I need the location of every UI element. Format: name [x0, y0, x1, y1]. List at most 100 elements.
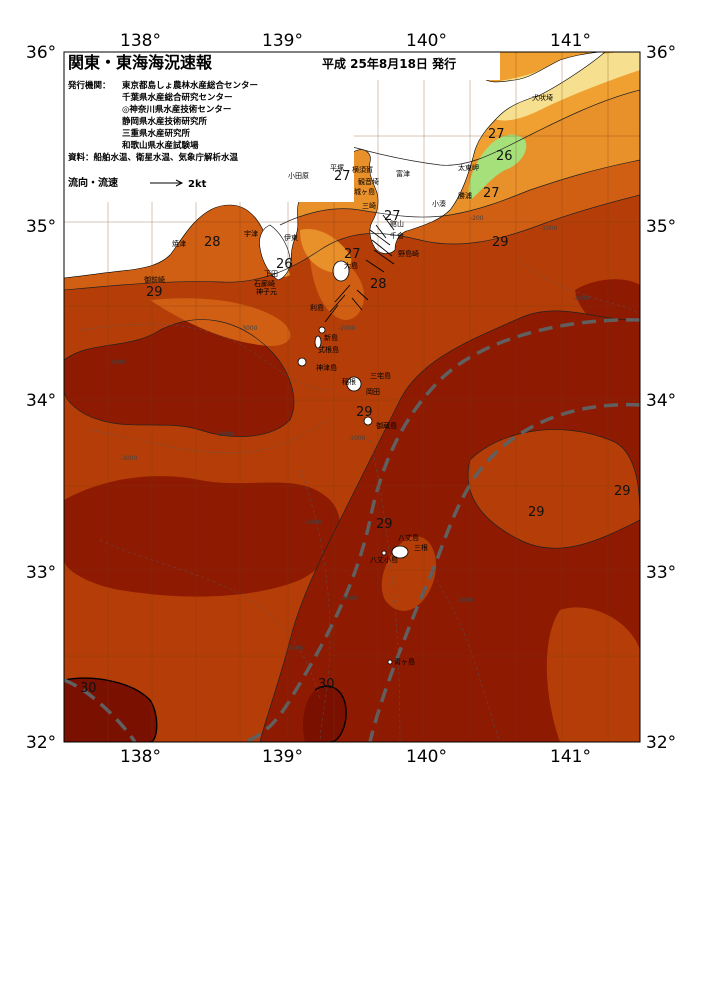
agency-3: ◎神奈川県水産技術センター — [122, 104, 231, 115]
place-toshima: 利島 — [310, 303, 324, 312]
depth-label: -1000 — [572, 295, 590, 302]
isotherm-30-lines — [64, 677, 347, 742]
depth-label: -200 — [470, 215, 484, 222]
iso-label: 26 — [496, 149, 513, 164]
iso-label: 27 — [483, 186, 500, 201]
place-chikura: 千倉 — [390, 231, 404, 240]
lon-bottom-141: 141° — [550, 747, 591, 767]
oshima-island — [332, 260, 350, 282]
lon-bottom-138: 138° — [120, 747, 161, 767]
depth-label: -1000 — [540, 225, 558, 232]
depth-label: -1000 — [108, 359, 126, 366]
depth-label: -1000 — [456, 597, 474, 604]
iso-label: 30 — [80, 681, 97, 696]
toshima-island — [318, 326, 326, 334]
place-kojima: 八丈小島 — [370, 555, 398, 564]
zone-28-izu-tongue — [310, 256, 365, 320]
hachijojima-island — [391, 545, 409, 559]
place-inamba: 稲根 — [342, 377, 356, 386]
iso-label: 27 — [488, 127, 505, 142]
land-izu-peninsula — [259, 224, 291, 281]
iso-label: 29 — [376, 517, 393, 532]
lat-left-32: 32° — [26, 733, 56, 753]
place-taitomisaki: 太東岬 — [458, 163, 479, 172]
agency-4: 静岡県水産技術研究所 — [122, 116, 208, 127]
agency-1: 東京都島しょ農林水産総合センター — [122, 80, 258, 91]
place-kozushima: 神津島 — [316, 363, 337, 372]
zone-30-ne — [575, 279, 640, 340]
kuroshio-axis — [64, 318, 640, 742]
legend-speed: 2kt — [188, 179, 207, 190]
depth-label: -1000 — [304, 519, 322, 526]
iso-label: 27 — [344, 247, 361, 262]
agencies-label: 発行機関： — [67, 80, 111, 91]
depth-label: -3000 — [240, 325, 258, 332]
place-hachijo: 八丈島 — [398, 533, 419, 542]
place-mikomoto: 神子元 — [256, 287, 277, 296]
place-names: 犬吠埼 太東岬 勝浦 小湊 館山 千倉 野島崎 富津 平塚 横須賀 観音埼 城ヶ… — [144, 93, 553, 666]
agency-2: 千葉県水産総合研究センター — [122, 92, 233, 103]
place-jogashima: 城ヶ島 — [354, 187, 375, 196]
iso-label: 27 — [334, 169, 351, 184]
legend-arrow-head — [175, 179, 184, 187]
lat-right-33: 33° — [646, 563, 676, 583]
lat-left-33: 33° — [26, 563, 56, 583]
miyakejima-island — [346, 376, 362, 392]
place-okata: 岡田 — [366, 388, 380, 396]
isotherm-labels: 27 26 27 27 27 28 26 27 28 29 29 29 29 2… — [80, 127, 631, 696]
depth-contours — [79, 259, 640, 742]
iso-label: 27 — [384, 209, 401, 224]
place-kannonzaki: 観音埼 — [358, 177, 379, 186]
map-body — [64, 52, 640, 742]
place-yaizu: 焼津 — [172, 239, 186, 248]
place-tateyama: 館山 — [390, 219, 404, 228]
depth-labels: -200 -1000 -2000 -3000 -1000 -2000 -1000… — [108, 215, 590, 652]
agency-6: 和歌山県水産試験場 — [122, 140, 199, 151]
zone-30-west2 — [64, 476, 340, 597]
place-niijima: 新島 — [324, 333, 338, 342]
zone-30-south-center — [303, 686, 347, 742]
isotherm-lines — [64, 89, 640, 742]
iso-label: 28 — [370, 277, 387, 292]
place-miyake: 三宅島 — [370, 371, 391, 380]
place-izu: 伊東 — [284, 233, 298, 242]
lon-top-139: 139° — [262, 31, 303, 51]
place-shimoda: 下田 — [264, 270, 278, 278]
lat-left-36: 36° — [26, 43, 56, 63]
lat-left-35: 35° — [26, 217, 56, 237]
legend-label: 流向・流速 — [68, 176, 118, 189]
lon-top-141: 141° — [550, 31, 591, 51]
zone-cold-green — [468, 134, 527, 200]
iso-label: 29 — [356, 405, 373, 420]
iso-label: 29 — [492, 235, 509, 250]
data-sources: 資料：船舶水温、衛星水温、気象庁解析水温 — [67, 152, 239, 163]
lat-right-32: 32° — [646, 733, 676, 753]
lat-right-34: 34° — [646, 391, 676, 411]
place-kominato: 小湊 — [432, 199, 446, 208]
place-aogashima: 青ヶ島 — [394, 657, 415, 666]
place-iro: 石廊崎 — [254, 279, 275, 288]
place-shikinejima: 式根島 — [318, 345, 339, 354]
zone-30-west — [64, 319, 294, 437]
place-utsu: 宇津 — [244, 229, 258, 238]
place-yokosuka: 横須賀 — [352, 165, 373, 174]
current-vectors — [324, 214, 395, 323]
lon-bottom-139: 139° — [262, 747, 303, 767]
depth-label: -3000 — [120, 455, 138, 462]
depth-label: -2000 — [216, 431, 234, 438]
map-border — [63, 51, 641, 743]
depth-label: -1000 — [348, 435, 366, 442]
place-inubozaki: 犬吠埼 — [532, 93, 553, 102]
iso-label: 29 — [528, 505, 545, 520]
place-hachijo-mine: 三根 — [414, 543, 428, 552]
map-title: 関東・東海海況速報 — [68, 53, 213, 72]
aogashima-island — [387, 659, 393, 665]
iso-label: 30 — [318, 677, 335, 692]
lat-right-35: 35° — [646, 217, 676, 237]
place-mikurajima: 御蔵島 — [376, 421, 397, 430]
agency-5: 三重県水産研究所 — [122, 128, 191, 139]
lon-top-140: 140° — [406, 31, 447, 51]
depth-label: -1000 — [286, 645, 304, 652]
